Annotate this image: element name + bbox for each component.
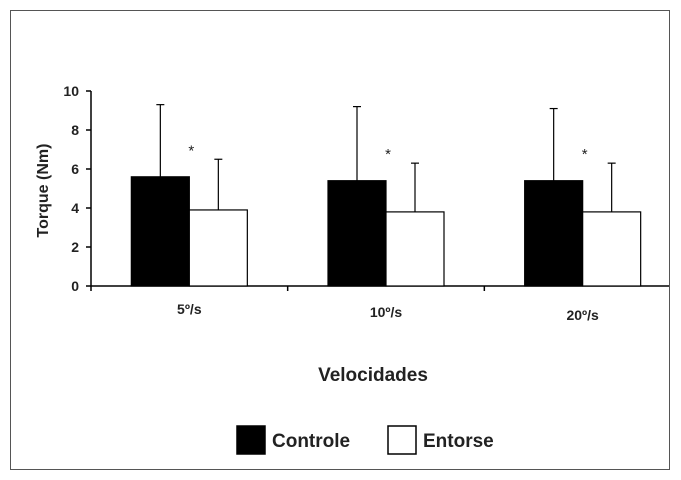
chart-frame: 0 2 4 6 8 10 5º/s * 10º/s * 20º/s * Torque (Nm) Veloc… xyxy=(10,10,670,470)
bar-entorse-0 xyxy=(188,209,248,287)
y-tick-label: 10 xyxy=(63,83,79,99)
bar-controle-0 xyxy=(130,176,190,287)
bar-entorse-2 xyxy=(582,211,642,287)
y-tick-label: 6 xyxy=(71,161,79,177)
significance-star: * xyxy=(188,142,194,159)
legend-swatch-entorse xyxy=(387,425,417,455)
bar-controle-1 xyxy=(327,180,387,287)
legend-label-controle: Controle xyxy=(272,431,350,452)
bar-chart: 0 2 4 6 8 10 5º/s * 10º/s * 20º/s * Torque (Nm) Veloc… xyxy=(35,83,669,455)
bar-entorse-1 xyxy=(385,211,445,287)
legend-swatch-controle xyxy=(236,425,266,455)
x-category-label: 5º/s xyxy=(177,301,202,317)
x-category-label: 20º/s xyxy=(566,307,599,323)
bar-controle-2 xyxy=(524,180,584,287)
y-tick-label: 0 xyxy=(71,278,79,294)
y-tick-label: 4 xyxy=(71,200,79,216)
significance-star: * xyxy=(385,146,391,163)
legend-label-entorse: Entorse xyxy=(423,431,494,452)
y-tick-label: 2 xyxy=(71,239,79,255)
x-category-label: 10º/s xyxy=(370,304,403,320)
x-axis-title: Velocidades xyxy=(318,365,428,386)
y-tick-label: 8 xyxy=(71,122,79,138)
significance-star: * xyxy=(582,146,588,163)
y-axis-title: Torque (Nm) xyxy=(35,144,52,238)
